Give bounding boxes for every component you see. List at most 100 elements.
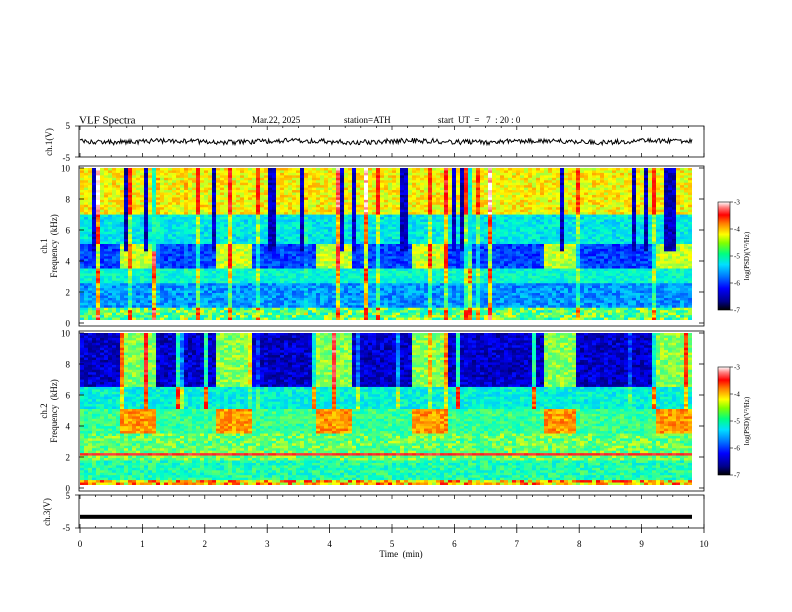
spectrogram-cell [128,253,133,257]
spectrogram-cell [380,229,385,233]
spectrogram-cell [304,248,309,252]
spectrogram-cell [168,199,173,203]
spectrogram-cell [148,192,153,196]
spectrogram-cell [348,268,353,272]
spectrogram-cell [144,275,149,279]
spectrogram-cell [188,207,193,211]
spectrogram-cell [80,241,85,245]
spectrogram-cell [176,192,181,196]
spectrogram-cell [196,310,201,314]
spectrogram-cell [104,263,109,267]
spectrogram-cell [368,244,373,247]
spectrogram-cell [332,310,337,314]
spectrogram-cell [124,226,129,230]
spectrogram-cell [120,212,125,215]
spectrogram-cell [292,236,297,240]
spectrogram-cell [296,295,301,299]
spectrogram-cell [384,194,389,198]
spectrogram-cell [100,221,105,225]
spectrogram-cell [108,285,113,289]
spectrogram-cell [124,256,129,260]
spectrogram-cell [188,263,193,267]
spectrogram-cell [280,312,285,316]
spectrogram-cell [348,285,353,289]
spectrogram-cell [364,170,369,174]
spectrogram-cell [140,263,145,267]
spectrogram-cell [264,256,269,260]
spectrogram-cell [280,177,285,181]
spectrogram-cell [240,263,245,267]
spectrogram-cell [128,192,133,196]
spectrogram-cell [364,248,369,252]
spectrogram-cell [348,168,353,171]
spectrogram-cell [272,219,277,223]
spectrogram-cell [132,251,137,255]
spectrogram-cell [100,251,105,255]
spectrogram-cell [304,295,309,299]
spectrogram-cell [376,231,381,235]
spectrogram-cell [388,246,393,250]
spectrogram-cell [348,270,353,274]
spectrogram-cell [112,177,117,181]
spectrogram-cell [304,187,309,191]
spectrogram-cell [208,175,213,179]
spectrogram-cell [184,236,189,240]
spectrogram-cell [376,209,381,213]
spectrogram-cell [308,236,313,240]
spectrogram-cell [368,199,373,203]
spectrogram-cell [252,187,257,191]
spectrogram-cell [244,209,249,213]
spectrogram-cell [160,212,165,215]
spectrogram-cell [84,182,89,186]
spectrogram-cell [220,180,225,184]
spectrogram-cell [172,194,177,198]
spectrogram-cell [296,219,301,223]
spectrogram-cell [344,177,349,181]
spectrogram-cell [164,275,169,279]
spectrogram-cell [160,305,165,309]
spectrogram-cell [328,199,333,203]
spectrogram-cell [144,288,149,291]
spectrogram-cell [140,226,145,230]
spectrogram-cell [260,293,265,296]
spectrogram-cell [176,190,181,193]
spectrogram-cell [244,241,249,245]
spectrogram-cell [216,288,221,291]
spectrogram-cell [344,295,349,299]
spectrogram-cell [340,182,345,186]
spectrogram-cell [88,202,93,206]
spectrogram-cell [364,177,369,181]
spectrogram-cell [180,288,185,291]
spectrogram-cell [172,244,177,247]
spectrogram-cell [288,185,293,189]
spectrogram-cell [132,258,137,262]
spectrogram-cell [224,283,229,287]
spectrogram-cell [304,185,309,189]
spectrogram-cell [136,241,141,245]
spectrogram-cell [280,275,285,279]
spectrogram-cell [80,175,85,179]
spectrogram-cell [276,224,281,228]
spectrogram-cell [232,241,237,245]
spectrogram-cell [208,312,213,316]
spectrogram-cell [388,221,393,225]
ch1-ytick-top: 5 [66,121,71,131]
spectrogram-cell [144,231,149,235]
spectrogram-cell [204,209,209,213]
spectrogram-cell [264,224,269,228]
spectrogram-cell [308,312,313,316]
spectrogram-cell [216,187,221,191]
spectrogram-cell [84,175,89,179]
spectrogram-cell [276,202,281,206]
spectrogram-cell [260,288,265,291]
spectrogram-cell [320,175,325,179]
spectrogram-cell [176,224,181,228]
spectrogram-cell [180,172,185,176]
spectrogram-cell [88,317,93,321]
spectrogram-cell [380,297,385,301]
spectrogram-cell [152,202,157,206]
spectrogram-cell [364,239,369,242]
spectrogram-cell [340,246,345,250]
spectrogram-cell [292,317,297,321]
spectrogram-cell [200,278,205,282]
